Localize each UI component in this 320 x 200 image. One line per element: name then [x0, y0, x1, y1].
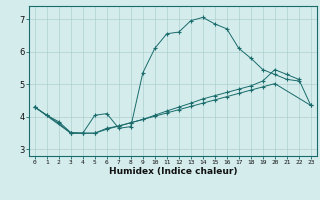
X-axis label: Humidex (Indice chaleur): Humidex (Indice chaleur): [108, 167, 237, 176]
